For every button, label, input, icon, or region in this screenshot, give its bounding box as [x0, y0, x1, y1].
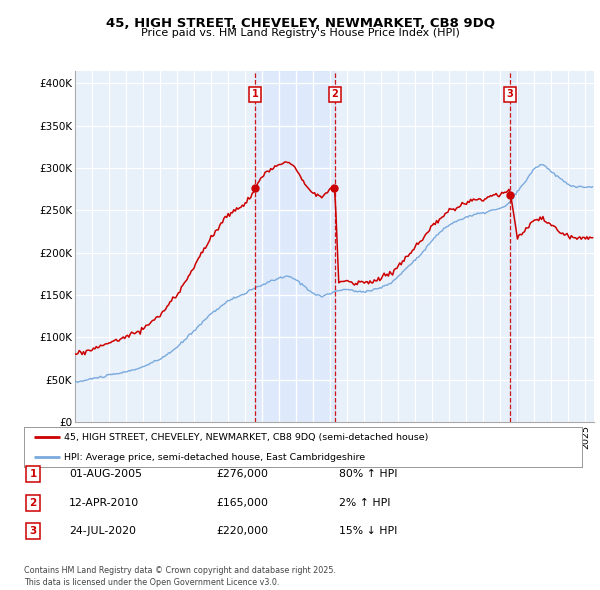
Text: 12-APR-2010: 12-APR-2010	[69, 498, 139, 507]
Text: 1: 1	[29, 470, 37, 479]
Text: Contains HM Land Registry data © Crown copyright and database right 2025.
This d: Contains HM Land Registry data © Crown c…	[24, 566, 336, 587]
Text: 01-AUG-2005: 01-AUG-2005	[69, 470, 142, 479]
Text: Price paid vs. HM Land Registry's House Price Index (HPI): Price paid vs. HM Land Registry's House …	[140, 28, 460, 38]
Text: 15% ↓ HPI: 15% ↓ HPI	[339, 526, 397, 536]
Text: 45, HIGH STREET, CHEVELEY, NEWMARKET, CB8 9DQ (semi-detached house): 45, HIGH STREET, CHEVELEY, NEWMARKET, CB…	[64, 432, 428, 442]
Text: £220,000: £220,000	[216, 526, 268, 536]
Text: 2: 2	[29, 498, 37, 507]
Text: 3: 3	[506, 90, 513, 100]
Text: 2% ↑ HPI: 2% ↑ HPI	[339, 498, 391, 507]
Text: 2: 2	[331, 90, 338, 100]
Text: 3: 3	[29, 526, 37, 536]
Text: 45, HIGH STREET, CHEVELEY, NEWMARKET, CB8 9DQ: 45, HIGH STREET, CHEVELEY, NEWMARKET, CB…	[106, 17, 494, 30]
Text: 80% ↑ HPI: 80% ↑ HPI	[339, 470, 397, 479]
Text: 24-JUL-2020: 24-JUL-2020	[69, 526, 136, 536]
Text: £165,000: £165,000	[216, 498, 268, 507]
Text: 1: 1	[251, 90, 259, 100]
Bar	[510, 71, 518, 422]
Bar	[255, 71, 335, 422]
Text: HPI: Average price, semi-detached house, East Cambridgeshire: HPI: Average price, semi-detached house,…	[64, 453, 365, 462]
Text: £276,000: £276,000	[216, 470, 268, 479]
